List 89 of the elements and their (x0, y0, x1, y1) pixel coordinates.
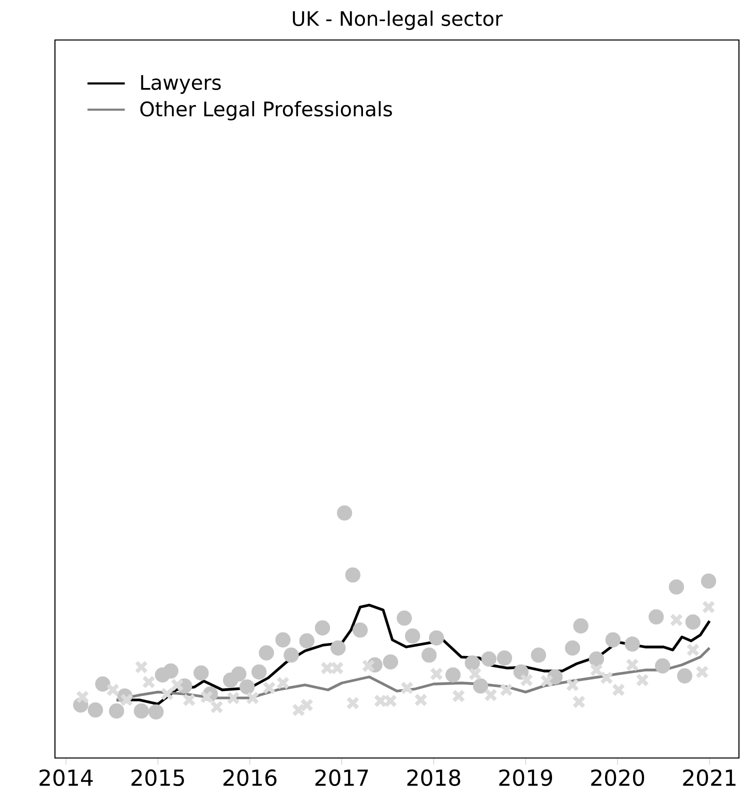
point (590, 663, 604, 677)
point (648, 609, 664, 624)
point (564, 640, 580, 656)
point (566, 678, 580, 692)
point (701, 573, 716, 589)
point (655, 658, 670, 674)
x-tick-label: 2017 (315, 769, 368, 786)
point (481, 651, 497, 667)
legend-label: Other Legal Professionals (140, 101, 392, 120)
chart-title: UK - Non-legal sector (292, 10, 503, 30)
x-tick-label: 2016 (224, 769, 276, 786)
point (170, 678, 184, 692)
point (352, 622, 368, 638)
point (405, 628, 420, 644)
point (702, 600, 716, 614)
point (251, 664, 267, 680)
point (262, 681, 276, 695)
point (695, 665, 709, 679)
point (668, 579, 684, 595)
point (284, 647, 299, 663)
x-tick-label: 2019 (499, 769, 552, 786)
point (588, 651, 604, 667)
point (134, 660, 148, 674)
point (530, 647, 546, 663)
point (346, 696, 360, 710)
point (345, 567, 360, 583)
point (163, 663, 178, 679)
point (452, 689, 466, 703)
point (572, 695, 586, 709)
point (540, 674, 554, 688)
point (210, 700, 224, 714)
point (624, 636, 640, 652)
point (636, 673, 650, 687)
point (200, 690, 214, 704)
point (148, 704, 164, 720)
point (258, 645, 274, 660)
legend-label: Lawyers (141, 75, 221, 94)
point (677, 668, 692, 684)
point (134, 703, 150, 719)
point (513, 664, 529, 680)
point (685, 614, 701, 630)
point (414, 693, 428, 707)
point (106, 683, 120, 697)
point (246, 691, 260, 705)
point (626, 658, 640, 672)
point (299, 633, 314, 648)
point (330, 640, 346, 656)
point (275, 632, 291, 648)
point (95, 676, 110, 692)
point (430, 667, 444, 681)
point (382, 654, 398, 670)
point (520, 673, 534, 687)
x-tick-label: 2021 (683, 769, 736, 786)
point (142, 675, 156, 689)
point (108, 703, 124, 719)
point (194, 665, 209, 681)
point (468, 667, 482, 681)
point (670, 613, 684, 627)
point (88, 702, 104, 718)
point (231, 666, 246, 682)
x-tick-label: 2020 (591, 769, 644, 786)
point (314, 620, 330, 636)
point (362, 659, 376, 673)
point (76, 690, 90, 704)
point (600, 671, 614, 685)
point (160, 687, 174, 701)
point (473, 678, 488, 694)
point (686, 643, 700, 657)
point (400, 681, 414, 695)
point (422, 647, 437, 663)
point (464, 655, 480, 671)
point (226, 691, 240, 705)
point (276, 676, 290, 690)
point (605, 632, 621, 648)
point (336, 505, 352, 521)
x-tick-label: 2015 (132, 769, 184, 786)
point (120, 693, 134, 707)
point (396, 610, 412, 626)
point (428, 630, 444, 646)
point (445, 667, 461, 683)
point (612, 683, 626, 697)
x-tick-label: 2014 (40, 769, 93, 786)
x-tick-label: 2018 (407, 769, 460, 786)
point (182, 693, 196, 707)
point (573, 618, 588, 634)
point (500, 683, 514, 697)
point (240, 679, 255, 695)
point (496, 650, 512, 666)
point (484, 688, 498, 702)
